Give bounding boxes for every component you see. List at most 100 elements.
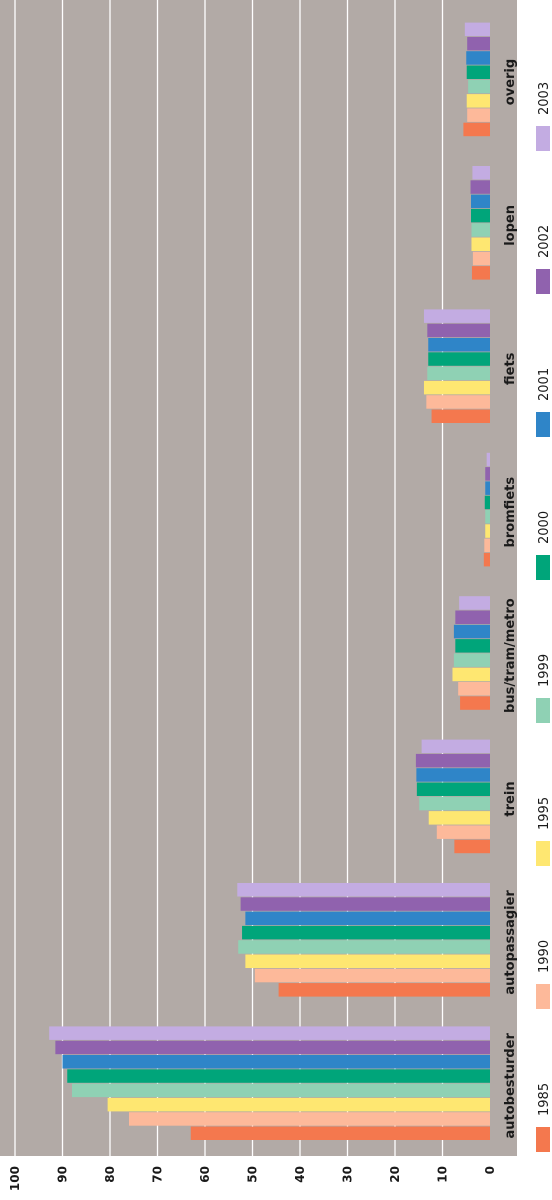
- bar: [485, 510, 490, 524]
- bar: [471, 194, 490, 209]
- legend-label: 1990: [537, 940, 552, 973]
- bar: [416, 768, 490, 782]
- bar: [416, 782, 490, 796]
- legend-swatch: [536, 555, 550, 580]
- x-tick-label: 40: [293, 1166, 307, 1183]
- x-tick-label: 10: [436, 1166, 450, 1183]
- bar: [485, 524, 490, 538]
- category-label: overig: [503, 59, 518, 105]
- bar: [454, 839, 490, 854]
- bar: [436, 825, 490, 839]
- legend-swatch: [536, 698, 550, 723]
- plot-background: [0, 0, 517, 1156]
- bar: [485, 481, 490, 495]
- bar: [237, 883, 490, 897]
- x-tick-label: 60: [198, 1166, 212, 1183]
- legend-label: 2001: [537, 368, 552, 401]
- category-labels: autobesturder autopassagier trein bus/tram/…: [503, 59, 518, 1139]
- bar: [470, 180, 490, 194]
- legend-label: 1995: [537, 797, 552, 830]
- bar: [426, 395, 490, 409]
- legend-swatch: [536, 412, 550, 437]
- bar: [472, 251, 490, 266]
- bar: [423, 309, 490, 323]
- bar: [428, 811, 490, 825]
- bar: [423, 380, 490, 395]
- bar: [67, 1069, 490, 1083]
- x-tick-label: 80: [103, 1166, 117, 1183]
- bar: [471, 208, 490, 223]
- bar: [421, 739, 490, 754]
- bar: [453, 624, 490, 639]
- legend-label: 1999: [537, 654, 552, 687]
- bar: [242, 925, 490, 940]
- bar: [468, 79, 490, 94]
- bar: [431, 409, 490, 423]
- bar: [72, 1083, 490, 1098]
- bars: [49, 22, 490, 1140]
- bar: [466, 65, 490, 79]
- bar: [240, 897, 490, 911]
- x-tick-label: 70: [151, 1166, 165, 1183]
- legend-swatch: [536, 984, 550, 1009]
- bar: [419, 796, 490, 811]
- bar: [190, 1126, 490, 1140]
- bar: [49, 1026, 490, 1040]
- legend-label: 2000: [537, 511, 552, 544]
- bar: [485, 467, 490, 481]
- legend-swatch: [536, 269, 550, 294]
- bar: [427, 366, 490, 381]
- x-tick-label: 30: [341, 1166, 355, 1183]
- bar: [466, 51, 490, 65]
- bar: [254, 968, 490, 983]
- bar: [455, 610, 490, 624]
- bar: [452, 667, 490, 682]
- bar: [463, 122, 490, 137]
- legend: 1985 1990 1995 1999 2000 2001 2002 2003: [536, 82, 552, 1152]
- bar: [453, 653, 490, 667]
- bar: [415, 753, 490, 768]
- bar: [245, 954, 490, 968]
- bar: [472, 166, 490, 180]
- bar: [55, 1040, 490, 1055]
- bar: [427, 323, 490, 338]
- gridlines: [14, 0, 444, 1156]
- x-tick-label: 90: [56, 1166, 70, 1183]
- legend-label: 2002: [537, 225, 552, 258]
- bar: [464, 22, 490, 37]
- category-label: bus/tram/metro: [503, 598, 518, 713]
- bar: [460, 696, 490, 710]
- category-label: bromfiets: [503, 477, 518, 548]
- category-label: lopen: [503, 205, 518, 246]
- bar: [467, 36, 490, 51]
- bar: [428, 352, 490, 366]
- bar: [458, 682, 490, 696]
- legend-label: 1985: [537, 1083, 552, 1116]
- bar: [428, 338, 490, 352]
- legend-swatch: [536, 1127, 550, 1152]
- bar: [238, 940, 490, 954]
- legend-label: 2003: [537, 82, 552, 115]
- category-label: trein: [503, 781, 518, 816]
- bar: [471, 237, 490, 251]
- x-tick-labels: 0 10 20 30 40 50 60 70 80 90 100: [8, 1166, 497, 1191]
- bar: [471, 266, 490, 280]
- x-tick-label: 20: [388, 1166, 402, 1183]
- x-tick-label: 0: [483, 1166, 497, 1174]
- bar: [471, 223, 490, 237]
- bar: [467, 108, 490, 122]
- category-label: fiets: [503, 352, 518, 385]
- bar: [129, 1112, 490, 1126]
- bar: [107, 1097, 490, 1112]
- bar: [278, 983, 490, 997]
- x-tick-label: 50: [246, 1166, 260, 1183]
- bar: [459, 596, 490, 610]
- bar: [483, 552, 490, 567]
- bar: [245, 911, 490, 926]
- legend-swatch: [536, 126, 550, 151]
- legend-swatch: [536, 841, 550, 866]
- bar: [486, 452, 490, 467]
- bar: [484, 495, 490, 510]
- bar: [455, 639, 490, 653]
